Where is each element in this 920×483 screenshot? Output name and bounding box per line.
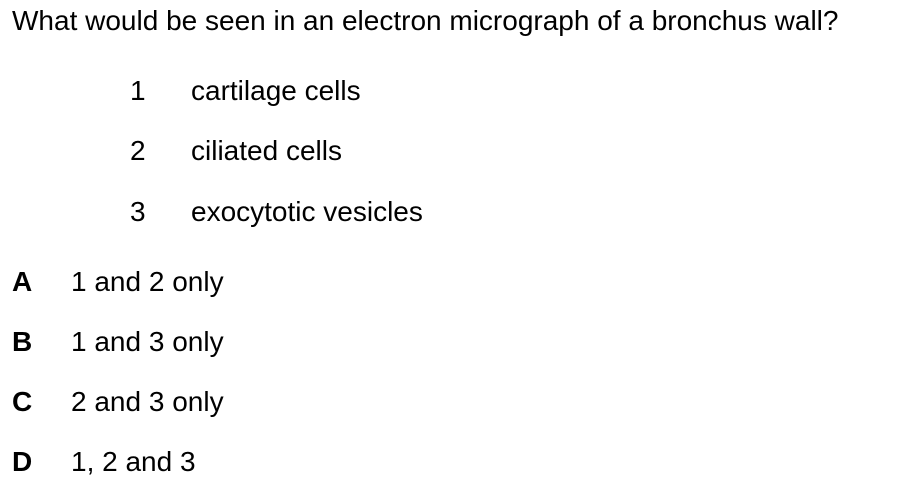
option-text: 1 and 2 only xyxy=(71,266,224,297)
statement-text: cartilage cells xyxy=(191,75,361,106)
option-letter: B xyxy=(12,326,33,357)
statement-text: ciliated cells xyxy=(191,135,342,166)
statement-text: exocytotic vesicles xyxy=(191,196,423,227)
option-text: 2 and 3 only xyxy=(71,386,224,417)
statement-number: 2 xyxy=(130,135,146,166)
option-text: 1 and 3 only xyxy=(71,326,224,357)
option-text: 1, 2 and 3 xyxy=(71,446,196,477)
option-letter: D xyxy=(12,446,33,477)
statement-number: 1 xyxy=(130,75,146,106)
question-text: What would be seen in an electron microg… xyxy=(12,5,839,36)
option-letter: C xyxy=(12,386,33,417)
option-letter: A xyxy=(12,266,33,297)
statement-number: 3 xyxy=(130,196,146,227)
